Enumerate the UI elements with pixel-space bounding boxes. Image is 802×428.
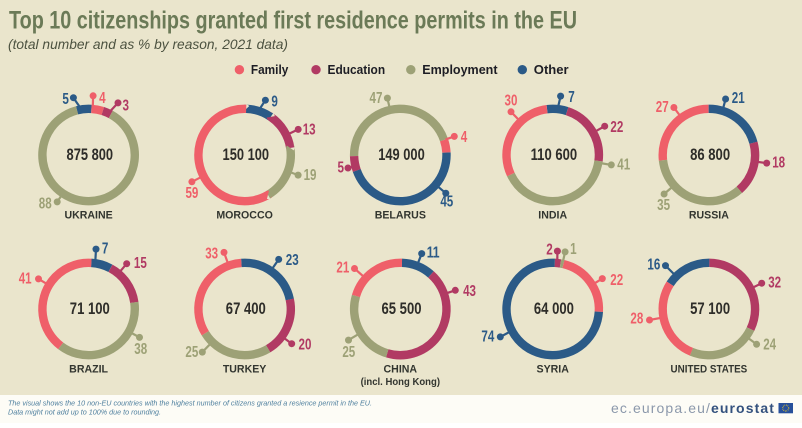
- svg-text:30: 30: [505, 93, 518, 110]
- svg-text:Data might not add up to 100%: Data might not add up to 100% due to rou…: [8, 408, 161, 417]
- svg-text:33: 33: [205, 245, 218, 262]
- svg-text:1: 1: [570, 241, 577, 258]
- svg-text:5: 5: [62, 91, 69, 108]
- svg-text:25: 25: [185, 344, 198, 361]
- svg-text:Education: Education: [328, 62, 386, 77]
- svg-text:RUSSIA: RUSSIA: [689, 210, 729, 222]
- svg-text:UKRAINE: UKRAINE: [64, 210, 112, 222]
- svg-text:7: 7: [568, 89, 575, 106]
- svg-text:86 800: 86 800: [690, 146, 730, 164]
- svg-text:25: 25: [342, 344, 355, 361]
- svg-text:CHINA: CHINA: [384, 364, 418, 376]
- svg-text:64 000: 64 000: [534, 300, 574, 318]
- svg-text:BELARUS: BELARUS: [375, 210, 426, 222]
- svg-text:BRAZIL: BRAZIL: [69, 364, 108, 376]
- svg-text:41: 41: [19, 271, 32, 288]
- svg-text:7: 7: [102, 241, 109, 258]
- svg-text:TURKEY: TURKEY: [223, 364, 267, 376]
- svg-text:19: 19: [304, 167, 317, 184]
- svg-text:32: 32: [768, 275, 781, 292]
- svg-text:3: 3: [123, 97, 130, 114]
- svg-text:11: 11: [427, 244, 440, 261]
- svg-text:21: 21: [336, 259, 349, 276]
- svg-text:41: 41: [617, 156, 630, 173]
- svg-text:ec.europa.eu/eurostat: ec.europa.eu/eurostat: [611, 400, 775, 416]
- svg-text:Other: Other: [534, 62, 569, 77]
- svg-text:18: 18: [772, 155, 785, 172]
- svg-text:UNITED STATES: UNITED STATES: [671, 364, 748, 376]
- svg-text:The visual shows the 10 non-EU: The visual shows the 10 non-EU countries…: [8, 399, 372, 408]
- svg-text:20: 20: [299, 336, 312, 353]
- svg-text:88: 88: [39, 195, 52, 212]
- svg-text:149 000: 149 000: [378, 146, 425, 164]
- svg-text:57 100: 57 100: [690, 300, 730, 318]
- svg-text:43: 43: [463, 283, 476, 300]
- svg-text:150 100: 150 100: [223, 146, 270, 164]
- svg-text:22: 22: [610, 272, 623, 289]
- svg-text:110 600: 110 600: [531, 146, 578, 164]
- svg-text:Family: Family: [251, 62, 289, 77]
- svg-text:5: 5: [338, 160, 345, 177]
- svg-text:45: 45: [440, 193, 453, 210]
- svg-text:4: 4: [461, 129, 468, 146]
- svg-text:27: 27: [656, 99, 669, 116]
- svg-text:59: 59: [185, 185, 198, 202]
- svg-text:74: 74: [481, 329, 494, 346]
- svg-text:Employment: Employment: [422, 62, 498, 77]
- svg-text:47: 47: [370, 90, 383, 107]
- svg-text:16: 16: [647, 257, 660, 274]
- svg-text:Top 10 citizenships granted fi: Top 10 citizenships granted first reside…: [9, 7, 577, 35]
- svg-text:22: 22: [610, 119, 623, 136]
- svg-text:21: 21: [732, 90, 745, 107]
- svg-text:71 100: 71 100: [70, 300, 110, 318]
- svg-text:INDIA: INDIA: [538, 210, 567, 222]
- svg-text:(incl. Hong Kong): (incl. Hong Kong): [361, 377, 440, 388]
- svg-text:15: 15: [134, 255, 147, 272]
- svg-text:13: 13: [303, 121, 316, 138]
- svg-text:28: 28: [630, 311, 643, 328]
- svg-text:9: 9: [271, 94, 278, 111]
- svg-text:SYRIA: SYRIA: [537, 364, 570, 376]
- svg-text:2: 2: [546, 242, 553, 259]
- svg-text:4: 4: [99, 90, 106, 107]
- svg-text:35: 35: [657, 197, 670, 214]
- svg-text:23: 23: [286, 252, 299, 269]
- svg-text:24: 24: [763, 336, 776, 353]
- svg-text:MOROCCO: MOROCCO: [216, 210, 273, 222]
- svg-text:67 400: 67 400: [226, 300, 266, 318]
- svg-text:65 500: 65 500: [382, 300, 422, 318]
- svg-text:875 800: 875 800: [67, 146, 114, 164]
- svg-text:(total number and as % by reas: (total number and as % by reason, 2021 d…: [8, 36, 288, 52]
- svg-text:38: 38: [134, 341, 147, 358]
